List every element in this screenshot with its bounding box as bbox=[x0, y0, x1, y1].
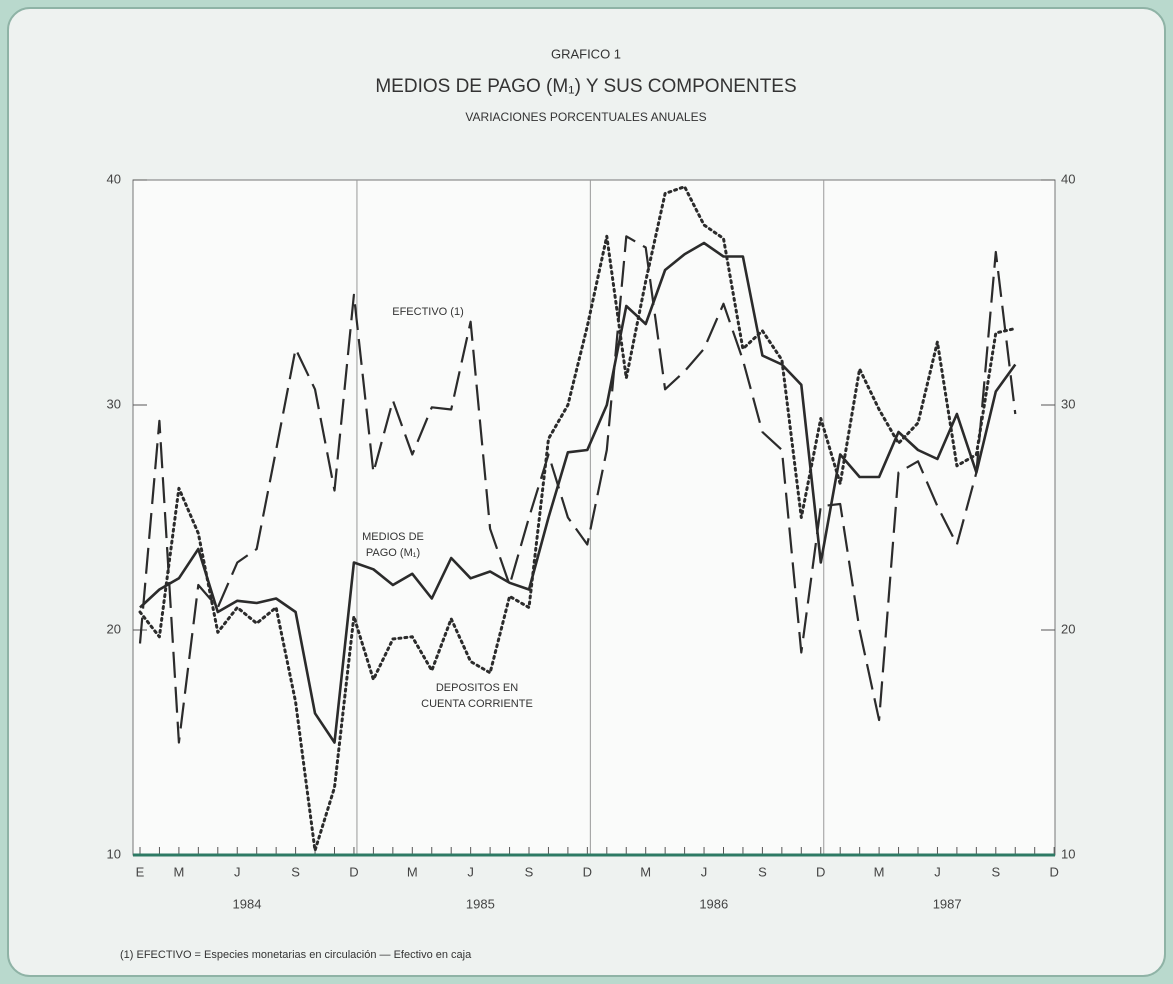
plot-area bbox=[132, 179, 1056, 856]
x-tick-label: J bbox=[234, 864, 241, 879]
year-label: 1986 bbox=[699, 896, 728, 911]
chart-title: MEDIOS DE PAGO (M₁) Y SUS COMPONENTES bbox=[375, 76, 796, 97]
y-tick-label: 20 bbox=[107, 621, 121, 636]
annotation: DEPOSITOS EN bbox=[436, 682, 518, 694]
x-tick-label: M bbox=[407, 864, 418, 879]
footnote: (1) EFECTIVO = Especies monetarias en ci… bbox=[120, 949, 472, 961]
x-tick-label: J bbox=[701, 864, 708, 879]
chart-subtitle: VARIACIONES PORCENTUALES ANUALES bbox=[465, 110, 706, 124]
year-label: 1987 bbox=[933, 896, 962, 911]
y-tick-label: 40 bbox=[107, 171, 121, 186]
x-tick-label: D bbox=[583, 864, 592, 879]
series-line bbox=[138, 185, 1017, 852]
series-line bbox=[139, 241, 1017, 744]
y2-tick-label: 40 bbox=[1061, 171, 1075, 186]
x-tick-label: M bbox=[640, 864, 651, 879]
x-tick-label: D bbox=[1049, 864, 1058, 879]
y-tick-label: 10 bbox=[107, 846, 121, 861]
x-tick-label: E bbox=[136, 864, 145, 879]
year-label: 1985 bbox=[466, 896, 495, 911]
x-tick-label: S bbox=[525, 864, 534, 879]
x-tick-label: M bbox=[874, 864, 885, 879]
chart-header: GRAFICO 1 bbox=[551, 46, 621, 61]
x-tick-label: S bbox=[758, 864, 767, 879]
annotation: CUENTA CORRIENTE bbox=[421, 698, 533, 710]
y2-tick-label: 30 bbox=[1061, 396, 1075, 411]
series-line bbox=[138, 235, 1017, 744]
x-tick-label: J bbox=[467, 864, 474, 879]
annotation: EFECTIVO (1) bbox=[392, 306, 464, 318]
annotation: PAGO (M₁) bbox=[366, 547, 420, 559]
y-tick-label: 30 bbox=[107, 396, 121, 411]
annotation: MEDIOS DE bbox=[362, 531, 424, 543]
x-tick-label: J bbox=[934, 864, 941, 879]
x-tick-label: M bbox=[173, 864, 184, 879]
x-tick-label: D bbox=[816, 864, 825, 879]
x-tick-label: S bbox=[991, 864, 1000, 879]
y2-tick-label: 10 bbox=[1061, 846, 1075, 861]
x-tick-label: D bbox=[349, 864, 358, 879]
y2-tick-label: 20 bbox=[1061, 621, 1075, 636]
year-label: 1984 bbox=[233, 896, 262, 911]
x-tick-label: S bbox=[291, 864, 300, 879]
